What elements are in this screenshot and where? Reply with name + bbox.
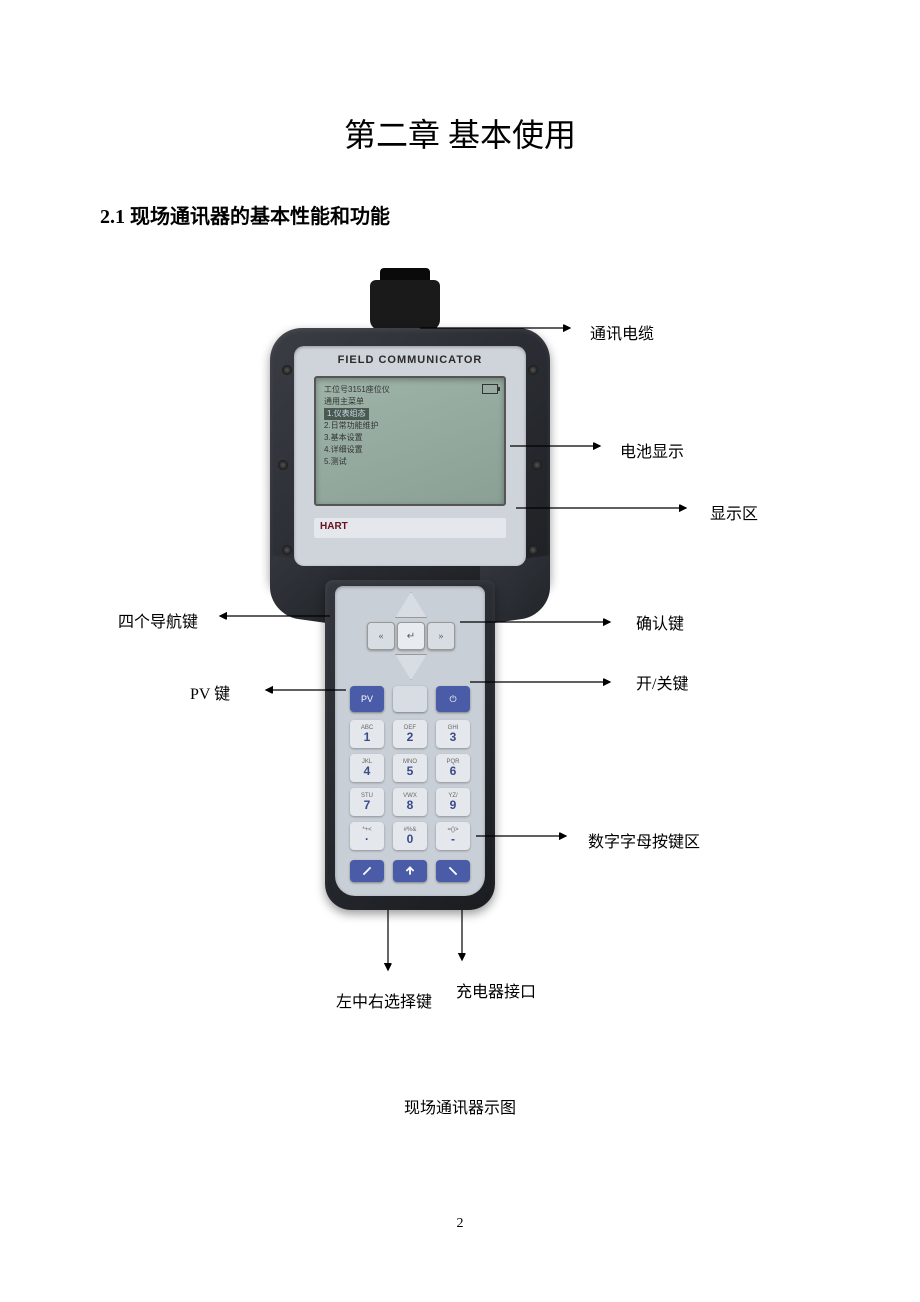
softkey-row [350,860,470,882]
arrow-battery [510,436,610,456]
screen-line: 工位号3151座位仪 [324,384,496,396]
callout-power: 开/关键 [636,670,688,694]
num-key-5: MNO5 [393,754,427,782]
callout-pv: PV 键 [190,680,230,704]
battery-icon [482,384,498,394]
numeric-keypad: ABC1 DEF2 GHI3 JKL4 MNO5 PQR6 STU7 VWX8 … [350,720,470,850]
screen-line: 5.测试 [324,456,496,468]
screen-line-selected: 1.仪表组态 [324,408,369,420]
num-key-6: PQR6 [436,754,470,782]
screw [282,545,292,555]
screen-line: 4.详细设置 [324,444,496,456]
arrow-nav [210,606,330,626]
arrow-charger [452,910,472,970]
nav-down-key [395,654,427,680]
chapter-title: 第二章 基本使用 [0,110,920,156]
screw [528,365,538,375]
arrow-display [516,498,696,518]
num-key-9: YZ/9 [436,788,470,816]
nav-right-key: » [427,622,455,650]
num-key-2: DEF2 [393,720,427,748]
arrow-confirm [460,612,620,632]
screw [282,365,292,375]
pv-key: PV [350,686,384,712]
callout-numpad: 数字字母按键区 [588,828,700,852]
num-key-8: VWX8 [393,788,427,816]
screen-line: 3.基本设置 [324,432,496,444]
screw [528,545,538,555]
callout-confirm: 确认键 [636,610,684,634]
num-key-0: #%&0 [393,822,427,850]
arrow-numpad [476,826,576,846]
callout-charger: 充电器接口 [456,978,536,1002]
page-number: 2 [0,1216,920,1232]
callout-nav: 四个导航键 [118,608,198,632]
section-title: 2.1 现场通讯器的基本性能和功能 [100,200,390,229]
blank-fn-key [393,686,427,712]
screen-line: 通用主菜单 [324,396,496,408]
power-key: ⏻ [436,686,470,712]
device-figure: FIELD COMMUNICATOR 工位号3151座位仪 通用主菜单 1.仪表… [280,280,540,920]
soft-key-mid [393,860,427,882]
num-key-dash: =()>- [436,822,470,850]
callout-cable: 通讯电缆 [590,320,654,344]
screen-line: 2.日常功能维护 [324,420,496,432]
callout-softkeys: 左中右选择键 [336,988,432,1012]
num-key-4: JKL4 [350,754,384,782]
soft-key-left [350,860,384,882]
screw [532,460,542,470]
lcd-screen: 工位号3151座位仪 通用主菜单 1.仪表组态 2.日常功能维护 3.基本设置 … [314,376,506,506]
screw [278,460,288,470]
panel-label: FIELD COMMUNICATOR [294,354,526,366]
function-row: PV ⏻ [350,686,470,712]
nav-up-key [395,592,427,618]
callout-display: 显示区 [710,500,758,524]
nav-left-key: « [367,622,395,650]
keypad: « » ↵ PV ⏻ ABC1 DEF2 GHI3 JKL4 MNO5 PQR6… [335,586,485,896]
front-panel: FIELD COMMUNICATOR 工位号3151座位仪 通用主菜单 1.仪表… [294,346,526,566]
brand-strip: HART [314,518,506,538]
nav-enter-key: ↵ [397,622,425,650]
section-number: 2.1 [100,206,125,228]
num-key-dot: *+<· [350,822,384,850]
section-text: 现场通讯器的基本性能和功能 [125,206,390,228]
arrow-pv [256,680,346,700]
arrow-softkeys [378,910,398,980]
num-key-7: STU7 [350,788,384,816]
figure-caption: 现场通讯器示图 [0,1094,920,1118]
num-key-3: GHI3 [436,720,470,748]
callout-battery: 电池显示 [620,438,684,462]
arrow-cable [420,318,580,338]
arrow-power [470,672,620,692]
soft-key-right [436,860,470,882]
num-key-1: ABC1 [350,720,384,748]
